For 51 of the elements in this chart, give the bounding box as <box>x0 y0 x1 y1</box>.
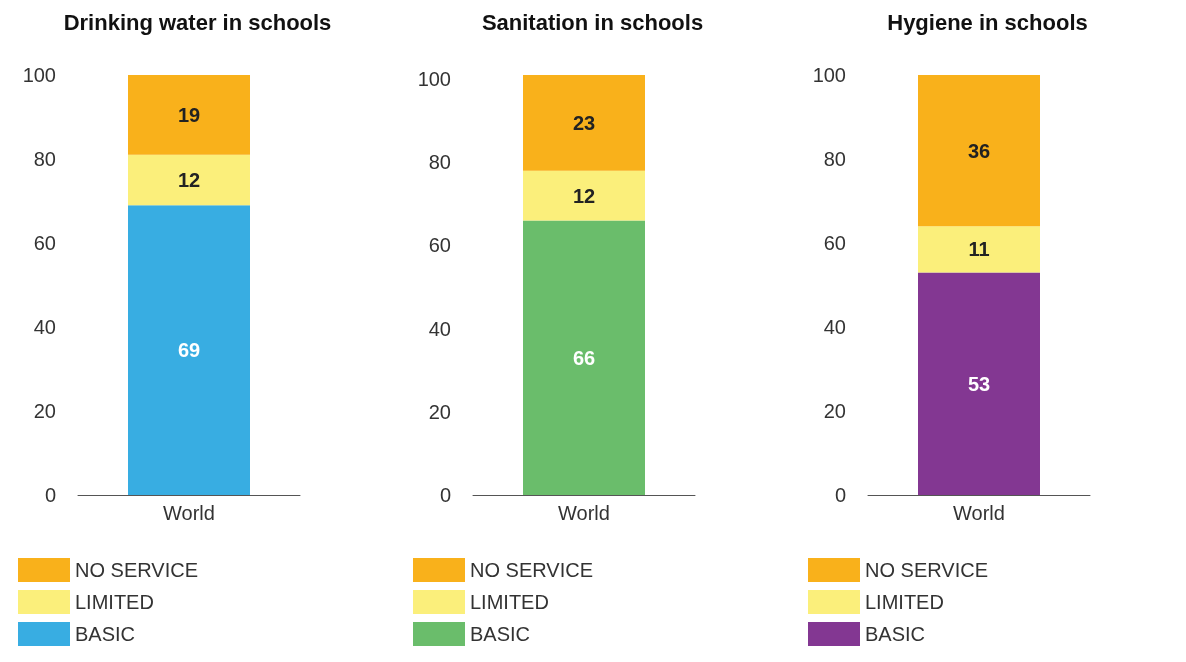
bar <box>523 220 645 495</box>
data-label: 36 <box>967 139 991 162</box>
bar <box>918 226 1040 273</box>
legend-label: LIMITED <box>75 591 154 613</box>
y-tick-label: 80 <box>428 151 451 174</box>
data-label: 53 <box>967 372 991 395</box>
x-tick-label: World <box>558 502 610 524</box>
y-tick-label: 0 <box>834 484 846 506</box>
legend-label: NO SERVICE <box>470 559 593 581</box>
data-label: 12 <box>572 184 596 207</box>
data-label: 11 <box>968 238 990 261</box>
bar <box>918 272 1040 495</box>
y-tick-label: 60 <box>33 232 56 254</box>
data-label: 69 <box>177 339 201 362</box>
y-tick-label: 100 <box>812 64 846 86</box>
data-label: 12 <box>177 169 201 191</box>
bar <box>128 154 250 206</box>
legend-label: LIMITED <box>865 591 944 613</box>
y-tick-label: 40 <box>33 316 56 338</box>
y-tick-label: 100 <box>417 68 451 91</box>
y-tick-label: 60 <box>823 232 846 254</box>
y-tick-label: 100 <box>22 64 56 86</box>
legend-label: LIMITED <box>470 591 549 613</box>
y-tick-label: 20 <box>33 400 56 422</box>
legend-label: NO SERVICE <box>865 559 988 581</box>
legend-label: BASIC <box>75 623 136 645</box>
x-tick-label: World <box>953 502 1005 524</box>
bar <box>523 75 645 171</box>
bar <box>128 205 250 495</box>
x-tick-label: World <box>163 502 215 524</box>
data-label: 23 <box>572 111 596 134</box>
data-label: 66 <box>572 346 596 369</box>
y-tick-label: 40 <box>823 316 846 338</box>
legend-label: NO SERVICE <box>75 559 198 581</box>
legend-label: BASIC <box>865 623 926 645</box>
y-tick-label: 20 <box>428 400 451 423</box>
bar <box>128 75 250 155</box>
y-tick-label: 80 <box>823 148 846 170</box>
y-tick-label: 0 <box>44 484 56 506</box>
y-tick-label: 60 <box>428 234 451 257</box>
y-tick-label: 40 <box>428 317 451 340</box>
bar <box>523 170 645 221</box>
data-label: 19 <box>177 103 201 126</box>
y-tick-label: 80 <box>33 148 56 170</box>
chart-title: Sanitation in schools <box>481 9 704 35</box>
chart-title: Hygiene in schools <box>887 9 1088 35</box>
y-tick-label: 20 <box>823 400 846 422</box>
chart-title: Drinking water in schools <box>63 9 332 35</box>
y-tick-label: 0 <box>439 484 451 506</box>
bar <box>918 75 1040 227</box>
legend-label: BASIC <box>470 623 531 645</box>
